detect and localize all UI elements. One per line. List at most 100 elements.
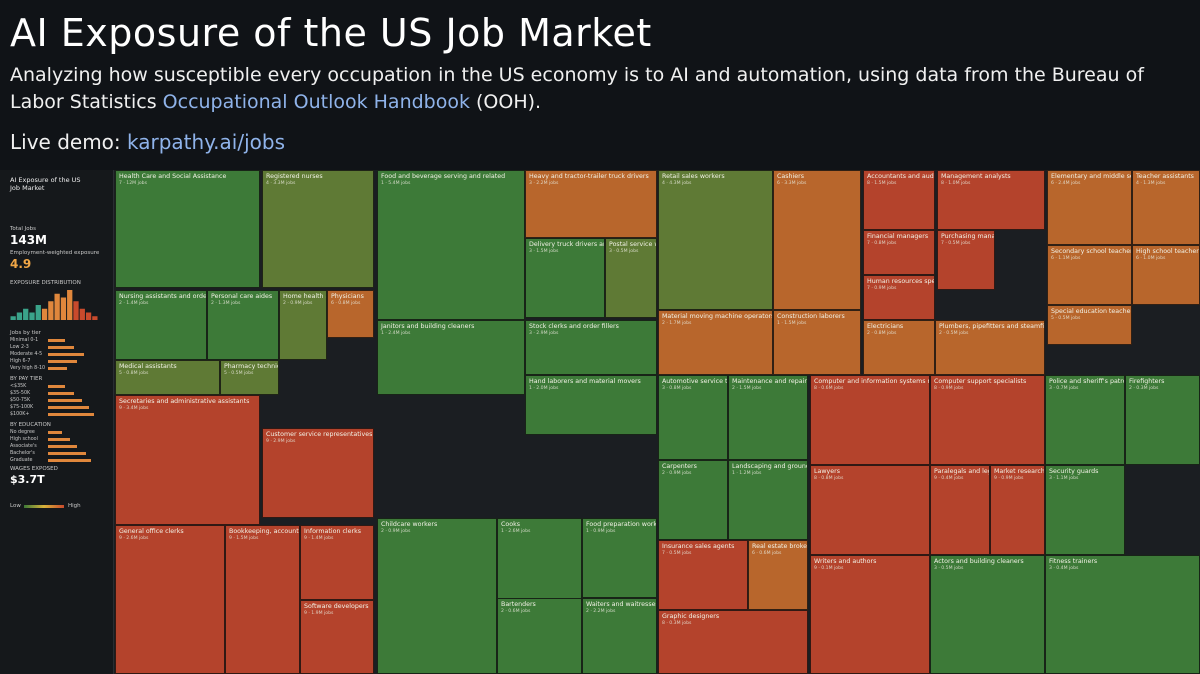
treemap-tile[interactable]: Secondary school teachers 6 · 1.1M jobs: [1047, 245, 1132, 305]
tier-breakdown-label: Jobs by tier: [10, 330, 41, 336]
treemap-tile[interactable]: Market research analysts9 · 0.9M jobs: [990, 465, 1045, 555]
treemap-tile[interactable]: Janitors and building cleaners 1 · 2.4M j…: [377, 320, 525, 395]
treemap-tile[interactable]: Medical assistants 5 · 0.8M jobs: [115, 360, 220, 395]
treemap-tile[interactable]: Graphic designers 8 · 0.3M jobs: [658, 610, 808, 674]
tier-bar: [48, 367, 68, 370]
tile-occupation-value: 3 · 0.8M jobs: [662, 386, 692, 391]
live-demo-link[interactable]: karpathy.ai/jobs: [127, 130, 285, 154]
treemap-tile[interactable]: Information clerks 9 · 1.4M jobs: [300, 525, 374, 600]
treemap-tile[interactable]: Financial managers 7 · 0.8M jobs: [863, 230, 935, 275]
treemap-tile[interactable]: Childcare workers 2 · 0.9M jobs: [377, 518, 497, 674]
treemap-tile[interactable]: Retail sales workers 4 · 4.3M jobs: [658, 170, 773, 310]
tile-occupation-value: 9 · 2.9M jobs: [266, 439, 296, 444]
treemap-tile[interactable]: Physicians 6 · 0.8M jobs: [327, 290, 374, 338]
tile-occupation-name: Cashiers: [777, 173, 805, 180]
tile-occupation-value: 8 · 0.8M jobs: [814, 476, 844, 481]
education-label: High school: [10, 437, 38, 442]
treemap-tile[interactable]: Customer service representatives 9 · 2.9M…: [262, 428, 374, 518]
pay-tier-bar: [48, 385, 65, 388]
treemap-tile[interactable]: Lawyers 8 · 0.8M jobs: [810, 465, 930, 555]
treemap-tile[interactable]: Food preparation workers1 · 0.9M jobs: [582, 518, 657, 598]
treemap-tile[interactable]: Firefighters 2 · 0.3M jobs: [1125, 375, 1200, 465]
treemap-tile[interactable]: Registered nurses 4 · 3.3M jobs: [262, 170, 374, 288]
ooh-link[interactable]: Occupational Outlook Handbook: [162, 91, 470, 113]
treemap-tile[interactable]: Electricians 2 · 0.8M jobs: [863, 320, 935, 375]
treemap-tile[interactable]: Carpenters 2 · 0.9M jobs: [658, 460, 728, 540]
treemap-tile[interactable]: Waiters and waitresses 2 · 2.2M jobs: [582, 598, 657, 674]
treemap-tile[interactable]: Teacher assistants 4 · 1.3M jobs: [1132, 170, 1200, 245]
treemap-tile[interactable]: Fitness trainers 3 · 0.4M jobs: [1045, 555, 1200, 674]
tile-occupation-name: Food preparation workers: [586, 521, 656, 528]
treemap-tile[interactable]: Cashiers 6 · 3.3M jobs: [773, 170, 861, 310]
treemap-tile[interactable]: Construction laborers 1 · 1.5M jobs: [773, 310, 861, 375]
treemap-tile[interactable]: Heavy and tractor-trailer truck drivers 3…: [525, 170, 657, 238]
treemap-tile[interactable]: Insurance sales agents 7 · 0.5M jobs: [658, 540, 748, 610]
tier-label: Low 2-3: [10, 345, 29, 350]
treemap-tile[interactable]: Hand laborers and material movers 1 · 2.0…: [525, 375, 657, 435]
treemap-tile[interactable]: Special education teachers 5 · 0.5M jobs: [1047, 305, 1132, 345]
treemap-tile[interactable]: General office clerks 9 · 2.6M jobs: [115, 525, 225, 674]
treemap-tile[interactable]: Personal care aides 2 · 1.3M jobs: [207, 290, 279, 360]
treemap-tile[interactable]: Computer support specialists 8 · 0.9M job…: [930, 375, 1045, 465]
treemap-tile[interactable]: Real estate brokers and agents6 · 0.6M j…: [748, 540, 808, 610]
tile-occupation-value: 4 · 1.3M jobs: [1136, 181, 1166, 186]
tile-occupation-name: Medical assistants: [119, 363, 177, 370]
tile-occupation-value: 8 · 1.0M jobs: [941, 181, 971, 186]
education-bar: [48, 445, 77, 448]
treemap-tile[interactable]: High school teachers 6 · 1.0M jobs: [1132, 245, 1200, 305]
tile-occupation-value: 7 · 12M jobs: [119, 181, 147, 186]
treemap-tile[interactable]: Accountants and auditors8 · 1.5M jobs: [863, 170, 935, 230]
tile-occupation-value: 1 · 2.4M jobs: [381, 331, 411, 336]
tile-occupation-name: Bartenders: [501, 601, 536, 608]
treemap-tile[interactable]: Police and sheriff's patrol officers3 · …: [1045, 375, 1125, 465]
treemap-tile[interactable]: Delivery truck drivers and couriers3 · 1…: [525, 238, 605, 318]
live-demo-line: Live demo: karpathy.ai/jobs: [10, 128, 285, 156]
tile-occupation-value: 9 · 0.4M jobs: [934, 476, 964, 481]
histogram-label: EXPOSURE DISTRIBUTION: [10, 280, 81, 286]
treemap-tile[interactable]: Pharmacy technicians5 · 0.5M jobs: [220, 360, 279, 395]
tile-occupation-name: Retail sales workers: [662, 173, 725, 180]
tile-occupation-value: 3 · 2.2M jobs: [529, 181, 559, 186]
tile-occupation-name: Landscaping and groundskeeping workers: [732, 463, 807, 470]
treemap-tile[interactable]: Bookkeeping, accounting, and auditing cl…: [225, 525, 300, 674]
legend-gradient: [24, 505, 64, 508]
histogram-bar: [23, 308, 29, 320]
tile-occupation-value: 9 · 2.6M jobs: [119, 536, 149, 541]
treemap-tile[interactable]: Plumbers, pipefitters and steamfitters2 …: [935, 320, 1045, 375]
treemap-tile[interactable]: Software developers 9 · 1.9M jobs: [300, 600, 374, 674]
treemap-tile[interactable]: Human resources specialists7 · 0.9M jobs: [863, 275, 935, 320]
treemap-tile[interactable]: Secretaries and administrative assistant…: [115, 395, 260, 525]
tile-occupation-name: General office clerks: [119, 528, 184, 535]
occupation-treemap[interactable]: Health Care and Social Assistance 7 · 12M…: [115, 170, 1200, 674]
treemap-tile[interactable]: Food and beverage serving and related 1 ·…: [377, 170, 525, 320]
wages-exposed-label: WAGES EXPOSED: [10, 466, 58, 472]
treemap-tile[interactable]: Security guards 3 · 1.1M jobs: [1045, 465, 1125, 555]
treemap-tile[interactable]: Landscaping and groundskeeping workers1 …: [728, 460, 808, 540]
tile-occupation-value: 9 · 1.4M jobs: [304, 536, 334, 541]
treemap-tile[interactable]: Computer and information systems manager…: [810, 375, 930, 465]
total-jobs-value: 143M: [10, 233, 47, 247]
treemap-tile[interactable]: Health Care and Social Assistance 7 · 12M…: [115, 170, 260, 288]
treemap-tile[interactable]: Actors and building cleaners 3 · 0.5M job…: [930, 555, 1045, 674]
treemap-tile[interactable]: Automotive service technicians3 · 0.8M j…: [658, 375, 728, 460]
tile-occupation-value: 2 · 0.9M jobs: [283, 301, 313, 306]
treemap-tile[interactable]: Writers and authors 9 · 0.1M jobs: [810, 555, 930, 674]
treemap-tile[interactable]: Management analysts 8 · 1.0M jobs: [937, 170, 1045, 230]
treemap-tile[interactable]: Postal service workers3 · 0.5M jobs: [605, 238, 657, 318]
histogram-bar: [48, 301, 54, 320]
exposure-label: Employment-weighted exposure: [10, 250, 100, 256]
treemap-tile[interactable]: Bartenders 2 · 0.6M jobs: [497, 598, 582, 674]
tile-occupation-name: Teacher assistants: [1136, 173, 1194, 180]
treemap-tile[interactable]: Stock clerks and order fillers 3 · 2.9M j…: [525, 320, 657, 375]
tile-occupation-value: 2 · 0.3M jobs: [1129, 386, 1159, 391]
treemap-tile[interactable]: Material moving machine operators 2 · 1.7…: [658, 310, 773, 375]
tile-occupation-name: Health Care and Social Assistance: [119, 173, 227, 180]
tile-occupation-value: 2 · 1.7M jobs: [662, 321, 692, 326]
treemap-tile[interactable]: Nursing assistants and orderlies2 · 1.4M…: [115, 290, 207, 360]
tile-occupation-name: Home health aides: [283, 293, 326, 300]
